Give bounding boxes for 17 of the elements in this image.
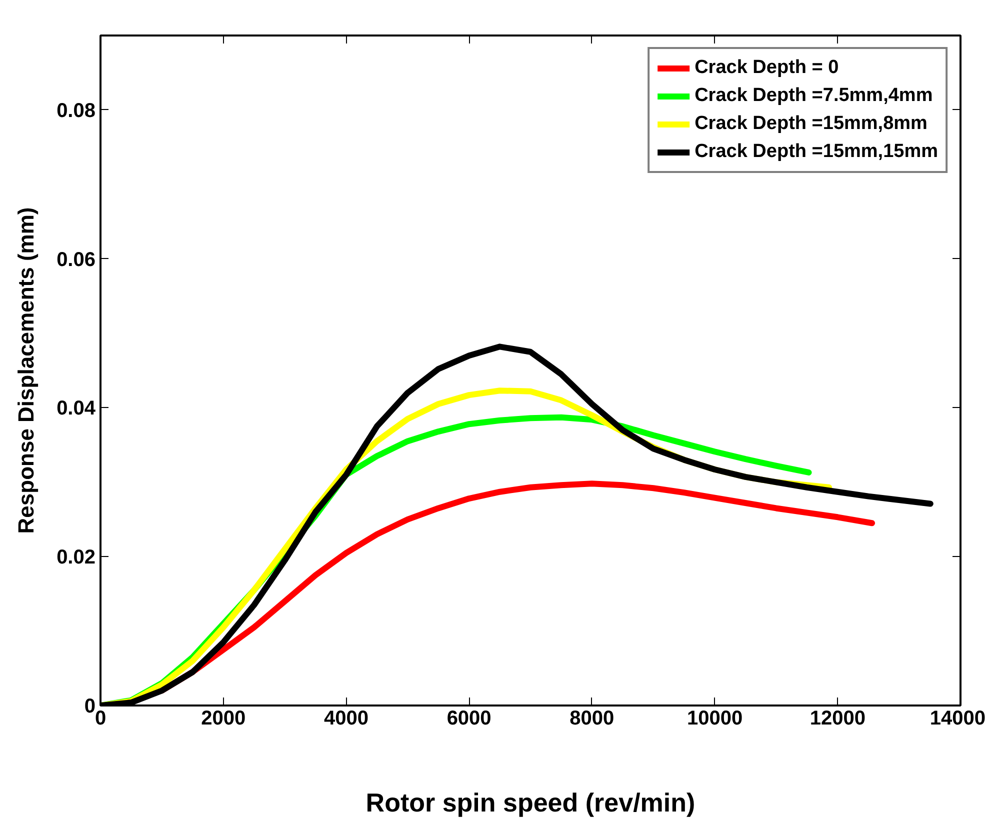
legend-label: Crack Depth =7.5mm,4mm — [694, 85, 933, 107]
x-tick-label: 6000 — [446, 708, 492, 730]
y-tick-label: 0.06 — [56, 248, 96, 271]
y-tick-label: 0.04 — [56, 398, 96, 420]
y-tick-label: 0.02 — [56, 546, 96, 569]
x-tick-label: 8000 — [570, 708, 614, 730]
x-tick-label: 2000 — [201, 708, 246, 730]
x-tick-label: 12000 — [810, 708, 866, 730]
x-tick-label: 14000 — [930, 708, 985, 730]
legend-label: Crack Depth =15mm,15mm — [694, 141, 938, 163]
y-axis-title: Response Displacements (mm) — [14, 207, 39, 534]
x-tick-label: 4000 — [324, 708, 368, 730]
legend-label: Crack Depth = 0 — [694, 57, 839, 79]
x-tick-label: 10000 — [686, 708, 743, 730]
x-axis-title: Rotor spin speed (rev/min) — [366, 788, 696, 818]
y-tick-label: 0.08 — [56, 100, 96, 122]
legend-label: Crack Depth =15mm,8mm — [694, 113, 928, 135]
